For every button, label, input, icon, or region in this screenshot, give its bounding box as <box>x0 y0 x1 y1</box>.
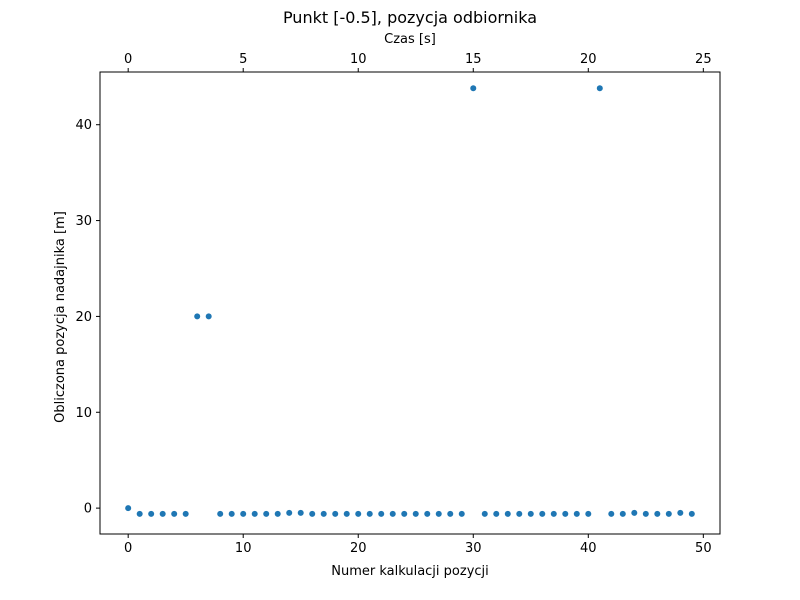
data-point <box>677 509 684 516</box>
chart-title: Punkt [-0.5], pozycja odbiornika <box>283 8 537 27</box>
x-tick-label: 20 <box>350 541 367 556</box>
x2-tick-label: 0 <box>124 52 132 67</box>
data-point <box>263 510 270 517</box>
x2-axis-label: Czas [s] <box>384 32 436 47</box>
x2-tick-label: 25 <box>695 52 712 67</box>
data-point <box>378 510 385 517</box>
x2-tick-label: 15 <box>465 52 482 67</box>
data-point <box>654 510 661 517</box>
data-point <box>309 510 316 517</box>
data-point <box>573 510 580 517</box>
data-point <box>665 510 672 517</box>
y-tick-label: 0 <box>84 502 92 517</box>
data-point <box>274 510 281 517</box>
data-point <box>205 313 212 320</box>
data-point <box>608 510 615 517</box>
data-point <box>159 510 166 517</box>
y-tick-label: 20 <box>75 310 92 325</box>
y-tick-label: 10 <box>75 406 92 421</box>
data-point <box>366 510 373 517</box>
data-point <box>412 510 419 517</box>
x-tick-label: 30 <box>465 541 482 556</box>
data-point <box>470 85 477 92</box>
data-point <box>401 510 408 517</box>
data-point <box>447 510 454 517</box>
x-tick-label: 0 <box>124 541 132 556</box>
data-point <box>171 510 178 517</box>
data-point <box>136 510 143 517</box>
data-point <box>228 510 235 517</box>
data-point <box>148 510 155 517</box>
data-point <box>182 510 189 517</box>
data-point <box>688 510 695 517</box>
data-point <box>516 510 523 517</box>
data-point <box>596 85 603 92</box>
data-point <box>424 510 431 517</box>
y-axis-label: Obliczona pozycja nadajnika [m] <box>53 211 68 423</box>
data-point <box>389 510 396 517</box>
data-point <box>286 509 293 516</box>
data-point <box>527 510 534 517</box>
data-point <box>297 509 304 516</box>
data-point <box>504 510 511 517</box>
data-point <box>550 510 557 517</box>
data-point <box>619 510 626 517</box>
data-point <box>539 510 546 517</box>
x-axis-label: Numer kalkulacji pozycji <box>331 564 489 579</box>
data-point <box>194 313 201 320</box>
data-point <box>240 510 247 517</box>
x-tick-label: 50 <box>695 541 712 556</box>
data-point <box>493 510 500 517</box>
data-point <box>435 510 442 517</box>
data-point <box>631 509 638 516</box>
data-point <box>217 510 224 517</box>
data-point <box>343 510 350 517</box>
x-tick-label: 40 <box>580 541 597 556</box>
plot-frame <box>99 71 721 535</box>
data-point <box>585 510 592 517</box>
data-point <box>458 510 465 517</box>
data-point <box>642 510 649 517</box>
x2-tick-label: 5 <box>239 52 247 67</box>
data-point <box>251 510 258 517</box>
data-point <box>332 510 339 517</box>
axis-ticks: 0 10 20 30 40 50 0 5 10 15 20 25 0 10 20 30 40 <box>75 52 711 556</box>
y-tick-label: 40 <box>75 118 92 133</box>
x2-tick-label: 20 <box>580 52 597 67</box>
data-points <box>125 85 695 517</box>
x-tick-label: 10 <box>235 541 252 556</box>
data-point <box>320 510 327 517</box>
data-point <box>355 510 362 517</box>
data-point <box>562 510 569 517</box>
y-tick-label: 30 <box>75 214 92 229</box>
data-point <box>481 510 488 517</box>
data-point <box>125 505 132 512</box>
x2-tick-label: 10 <box>350 52 367 67</box>
